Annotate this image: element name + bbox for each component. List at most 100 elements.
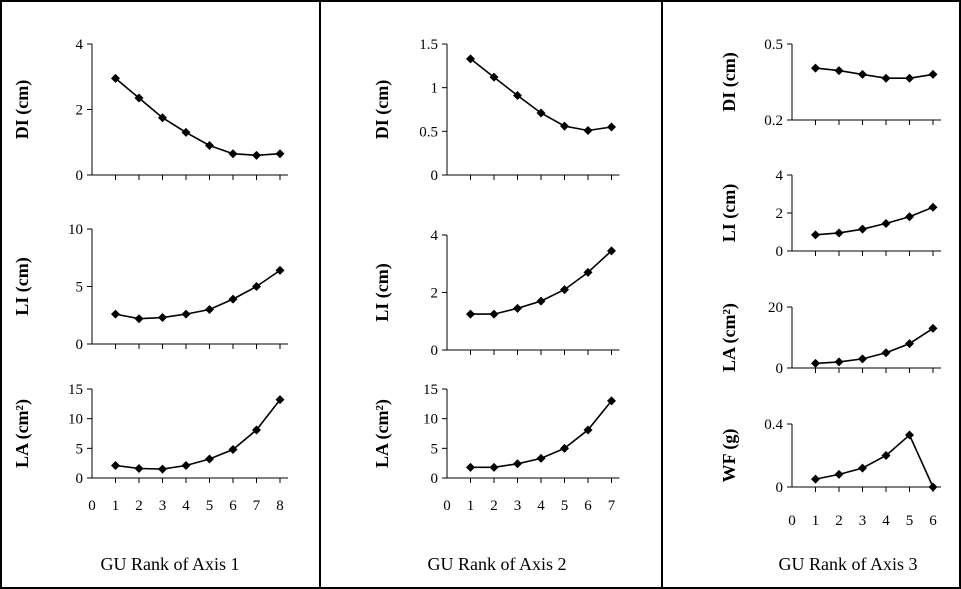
data-point [134, 314, 144, 324]
subplot: 0 0.5 1 1.5 DI (cm) [372, 37, 620, 184]
y-tick-label: 0 [431, 343, 439, 359]
y-tick-label: 4 [776, 168, 784, 184]
data-point [858, 463, 867, 473]
data-point [811, 63, 820, 73]
data-point [858, 354, 867, 364]
y-axis-title: LI (cm) [719, 184, 740, 242]
data-point [513, 459, 522, 469]
data-point [111, 461, 120, 471]
data-point [158, 464, 167, 474]
data-point [905, 73, 914, 83]
data-point [560, 121, 569, 131]
x-tick-label: 1 [112, 498, 120, 514]
y-tick-label: 0.4 [764, 417, 783, 433]
data-point [181, 127, 191, 137]
data-point [536, 108, 546, 118]
y-tick-label: 2 [431, 286, 439, 302]
data-point [111, 73, 120, 83]
y-axis-title: DI (cm) [372, 80, 393, 139]
data-point [560, 285, 569, 295]
data-point [489, 462, 499, 472]
subplot: 0 5 10 LI (cm) [12, 222, 288, 353]
data-point [489, 72, 499, 82]
y-tick-label: 4 [431, 228, 439, 244]
data-point [881, 348, 891, 358]
data-point [252, 282, 261, 291]
data-point [205, 141, 214, 151]
y-tick-label: 10 [423, 412, 438, 428]
data-point [858, 69, 867, 79]
subplot: 0 20 LA (cm²) [719, 300, 941, 377]
x-tick-label: 1 [812, 513, 820, 529]
y-tick-label: 5 [431, 441, 439, 457]
x-tick-label: 2 [490, 498, 498, 514]
data-point [928, 69, 938, 79]
subplot: 0 5 10 15 LA (cm²) [12, 382, 288, 487]
x-tick-label: 4 [537, 498, 545, 514]
y-axis-title: LA (cm²) [372, 399, 393, 468]
y-axis-title: WF (g) [719, 429, 740, 483]
y-tick-label: 10 [68, 412, 83, 428]
data-point [536, 453, 546, 463]
data-point [466, 309, 475, 319]
data-point [881, 218, 891, 228]
data-point [607, 122, 616, 132]
data-point [536, 296, 546, 306]
data-point [834, 469, 844, 479]
y-tick-label: 2 [776, 206, 784, 222]
data-point [228, 149, 238, 159]
y-axis-title: DI (cm) [12, 80, 33, 139]
data-point [275, 395, 285, 405]
subplot: 0.2 0.5 DI (cm) [719, 37, 941, 129]
data-point [228, 445, 238, 455]
data-point [811, 230, 820, 240]
y-tick-label: 0.5 [419, 124, 438, 140]
y-axis-title: LI (cm) [12, 257, 33, 315]
data-point [181, 461, 191, 471]
y-tick-label: 5 [76, 280, 84, 296]
y-tick-label: 2 [76, 103, 84, 119]
data-point [905, 212, 914, 222]
data-point [858, 224, 867, 234]
y-tick-label: 0 [776, 244, 784, 260]
y-tick-label: 15 [423, 382, 438, 398]
x-tick-label: 0 [788, 513, 796, 529]
y-tick-label: 5 [76, 441, 84, 457]
x-tick-label: 5 [561, 498, 569, 514]
x-tick-label: 4 [882, 513, 890, 529]
data-point [583, 125, 593, 135]
subplot: 0 2 4 LI (cm) [372, 228, 620, 359]
y-tick-label: 1.5 [419, 37, 438, 53]
data-point [489, 309, 499, 319]
data-point [181, 309, 191, 319]
data-point [111, 309, 120, 319]
x-tick-label: 1 [467, 498, 475, 514]
panel-caption: GU Rank of Axis 3 [779, 554, 918, 574]
y-tick-label: 0.5 [764, 37, 783, 53]
data-point [811, 474, 820, 484]
data-point [834, 66, 844, 76]
x-tick-label: 3 [859, 513, 867, 529]
y-axis-title: LA (cm²) [12, 399, 33, 468]
x-tick-label: 5 [206, 498, 214, 514]
data-point [252, 425, 261, 435]
subplot: 0 0.4 WF (g) [719, 417, 941, 496]
data-point [275, 149, 285, 159]
y-tick-label: 0 [76, 471, 84, 487]
data-point [834, 228, 844, 238]
data-point [607, 396, 616, 406]
data-point [134, 464, 144, 474]
data-point [158, 313, 167, 323]
x-tick-label: 3 [159, 498, 167, 514]
panel-caption: GU Rank of Axis 2 [428, 554, 567, 574]
y-tick-label: 10 [68, 222, 83, 238]
data-point [834, 357, 844, 367]
data-point [928, 323, 938, 333]
y-tick-label: 0 [776, 480, 784, 496]
data-point [466, 462, 475, 472]
x-tick-label: 5 [906, 513, 914, 529]
